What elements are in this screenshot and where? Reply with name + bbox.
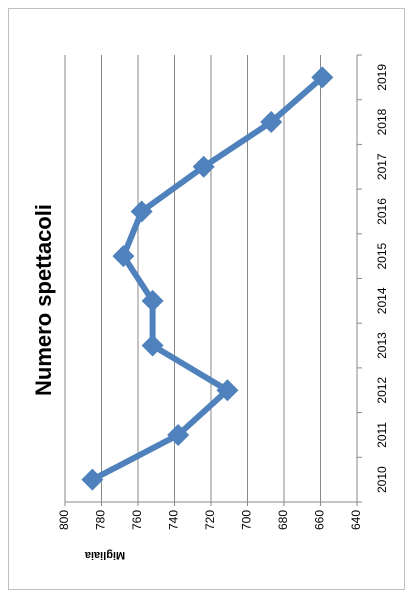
x-tick-label: 2018 — [375, 108, 389, 135]
data-marker — [141, 289, 164, 312]
y-tick-label: 700 — [240, 510, 254, 530]
y-tick-label: 720 — [203, 510, 217, 530]
data-marker — [192, 155, 215, 178]
y-tick-label: 660 — [313, 510, 327, 530]
data-marker — [130, 200, 153, 223]
chart-title: Numero spettacoli — [31, 204, 56, 396]
chart-body: Numero spettacoli Migliaia 640 660 680 700 7… — [31, 54, 389, 561]
x-tick-label: 2015 — [375, 242, 389, 269]
chart-frame — [8, 8, 405, 590]
data-marker — [112, 245, 135, 268]
data-marker — [216, 379, 239, 402]
data-marker — [81, 468, 104, 491]
data-marker — [260, 111, 283, 134]
y-tick-label: 780 — [94, 510, 108, 530]
x-tick-label: 2016 — [375, 198, 389, 225]
y-tick-label: 760 — [130, 510, 144, 530]
y-tick-label: 800 — [57, 510, 71, 530]
data-line — [90, 75, 325, 483]
x-tick-label: 2019 — [375, 64, 389, 91]
x-tick-label: 2010 — [375, 466, 389, 493]
y-axis-label: Migliaia — [84, 549, 125, 561]
x-tick-label: 2012 — [375, 377, 389, 404]
x-tick-label: 2011 — [375, 422, 389, 448]
data-marker — [311, 66, 334, 89]
y-tick-label: 680 — [276, 510, 290, 530]
x-tick-label: 2017 — [375, 153, 389, 180]
y-tick-label: 740 — [167, 510, 181, 530]
x-tick-label: 2014 — [375, 287, 389, 314]
x-tick-label: 2013 — [375, 332, 389, 359]
y-tick-label: 640 — [349, 510, 363, 530]
data-marker — [141, 334, 164, 357]
